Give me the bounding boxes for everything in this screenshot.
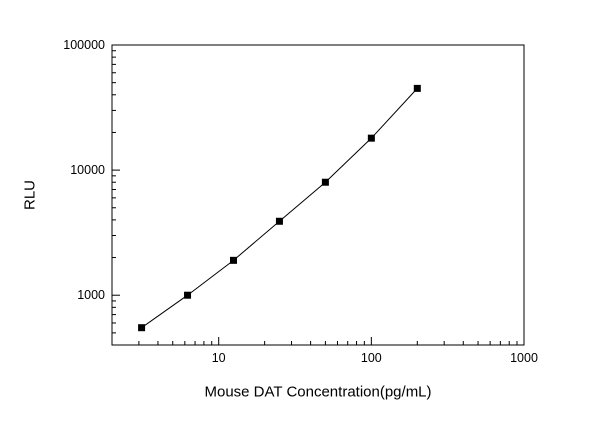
data-point-marker: [184, 291, 192, 299]
y-axis-label: RLU: [21, 179, 39, 211]
data-point-marker: [229, 256, 237, 264]
y-tick-label: 100000: [63, 38, 105, 52]
data-point-marker: [138, 324, 146, 332]
x-axis-label: Mouse DAT Concentration(pg/mL): [204, 383, 432, 401]
data-point-marker: [367, 134, 375, 142]
data-point-marker: [275, 217, 283, 225]
data-point-marker: [413, 84, 421, 92]
y-tick-label: 10000: [70, 163, 105, 177]
x-tick-label: 10: [212, 351, 226, 365]
plot-frame: [111, 44, 525, 346]
data-point-marker: [321, 178, 329, 186]
y-tick-label: 1000: [77, 288, 105, 302]
data-line: [141, 88, 418, 329]
x-tick-label: 100: [361, 351, 382, 365]
x-tick-label: 1000: [510, 351, 538, 365]
